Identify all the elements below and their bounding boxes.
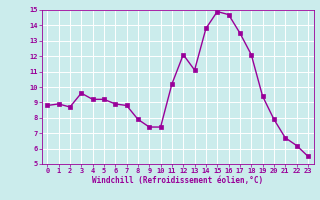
X-axis label: Windchill (Refroidissement éolien,°C): Windchill (Refroidissement éolien,°C) <box>92 176 263 185</box>
